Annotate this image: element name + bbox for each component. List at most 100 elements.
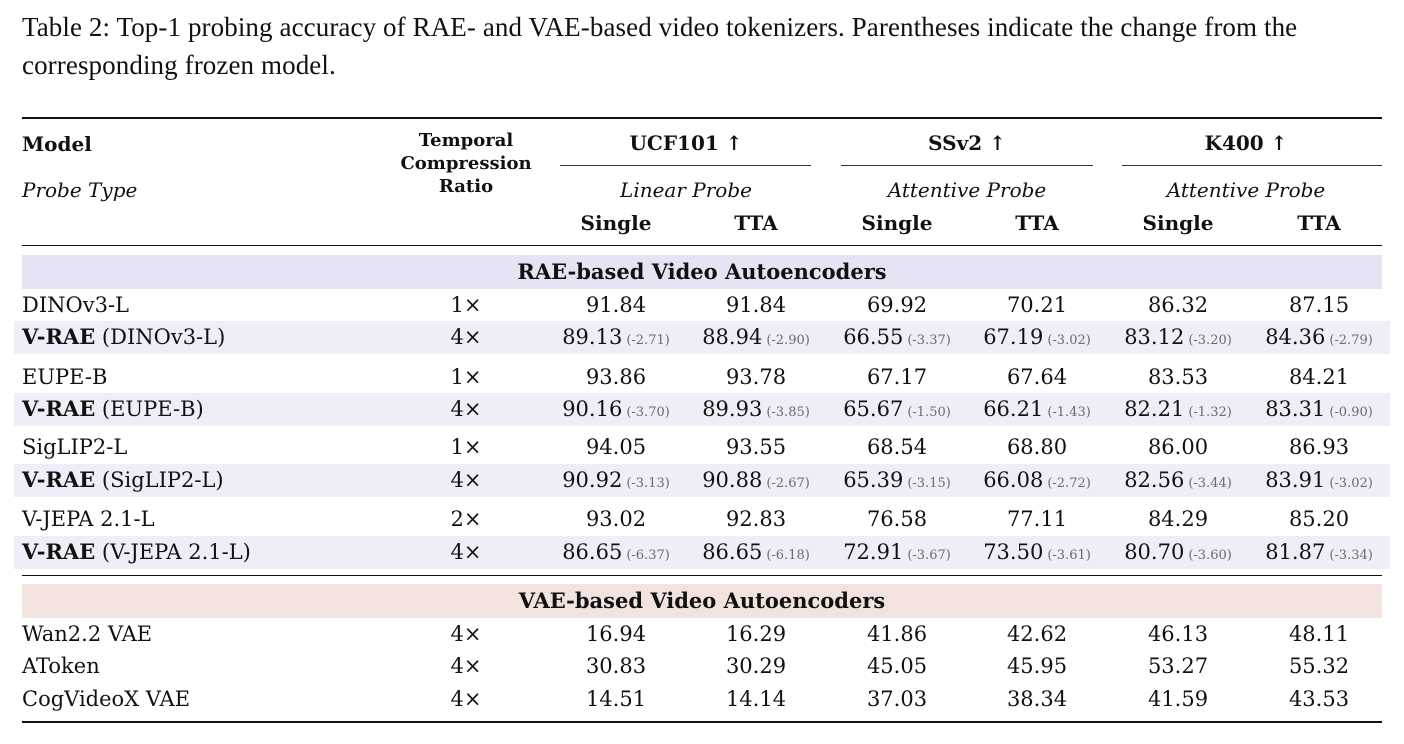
model-name-cell: Wan2.2 VAE (22, 618, 152, 650)
accuracy-delta: (-3.15) (907, 476, 951, 491)
accuracy-cell: 69.92 (867, 289, 927, 321)
accuracy-delta: (-6.18) (766, 548, 810, 563)
accuracy-delta: (-3.37) (907, 333, 951, 348)
compression-ratio-cell: 4× (450, 622, 482, 646)
accuracy-delta: (-3.13) (626, 476, 670, 491)
accuracy-value: 66.55 (843, 325, 904, 349)
accuracy-cell: 86.65 (-6.37) (562, 536, 670, 572)
tta-header-ucf101: TTA (734, 211, 778, 235)
accuracy-cell: 48.11 (1289, 618, 1349, 650)
row-highlight (14, 464, 1390, 497)
model-name-cell: AToken (22, 650, 100, 682)
accuracy-value: 91.84 (725, 293, 787, 317)
top-rule (22, 117, 1382, 119)
accuracy-value: 92.83 (725, 507, 787, 531)
accuracy-cell: 43.53 (1289, 683, 1349, 715)
ucf101-group-rule (560, 165, 811, 166)
accuracy-value: 90.88 (702, 468, 763, 492)
accuracy-value: 67.64 (1006, 365, 1068, 389)
accuracy-cell: 89.93 (-3.85) (702, 393, 810, 429)
ssv2-group-rule (841, 165, 1093, 166)
single-header-k400: Single (1142, 211, 1214, 235)
accuracy-value: 93.02 (585, 507, 647, 531)
model-name-cell: V-RAE (V-JEPA 2.1-L) (22, 536, 251, 568)
accuracy-cell: 93.86 (586, 361, 646, 393)
accuracy-delta: (-3.02) (1047, 333, 1091, 348)
compression-ratio-cell: 2× (450, 507, 482, 531)
accuracy-value: 43.53 (1288, 687, 1350, 711)
accuracy-cell: 65.67 (-1.50) (843, 393, 951, 429)
model-name: Wan2.2 VAE (22, 622, 153, 646)
section-header: RAE-based Video Autoencoders (22, 255, 1382, 289)
probe-type-header: Probe Type (22, 178, 138, 202)
compression-ratio-cell: 1× (450, 293, 482, 317)
accuracy-delta: (-3.85) (766, 405, 810, 420)
accuracy-cell: 66.55 (-3.37) (843, 321, 951, 357)
accuracy-cell: 30.29 (726, 650, 786, 682)
accuracy-value: 41.86 (866, 622, 928, 646)
k400-group-rule (1122, 165, 1382, 166)
accuracy-value: 66.21 (983, 397, 1044, 421)
accuracy-value: 37.03 (866, 687, 928, 711)
accuracy-cell: 73.50 (-3.61) (983, 536, 1091, 572)
accuracy-value: 30.29 (725, 654, 787, 678)
accuracy-value: 65.39 (843, 468, 904, 492)
accuracy-cell: 82.56 (-3.44) (1124, 464, 1232, 500)
accuracy-delta: (-3.61) (1047, 548, 1091, 563)
dataset-header-ssv2: SSv2 ↑ (928, 131, 1006, 155)
accuracy-cell: 90.88 (-2.67) (702, 464, 810, 500)
accuracy-delta: (-3.02) (1329, 476, 1373, 491)
accuracy-cell: 14.14 (726, 683, 786, 715)
accuracy-value: 86.93 (1288, 435, 1350, 459)
accuracy-value: 30.83 (585, 654, 647, 678)
probe-ssv2: Attentive Probe (887, 178, 1047, 202)
accuracy-delta: (-1.50) (907, 405, 951, 420)
accuracy-value: 86.32 (1147, 293, 1209, 317)
compression-ratio-cell: 4× (450, 540, 482, 564)
tcr-header-line-2: Compression (400, 153, 532, 174)
accuracy-cell: 41.59 (1148, 683, 1208, 715)
header-bottom-rule (22, 245, 1382, 246)
accuracy-cell: 16.94 (586, 618, 646, 650)
accuracy-cell: 72.91 (-3.67) (843, 536, 951, 572)
accuracy-value: 77.11 (1006, 507, 1068, 531)
dataset-header-k400: K400 ↑ (1204, 131, 1288, 155)
accuracy-cell: 88.94 (-2.90) (702, 321, 810, 357)
accuracy-value: 80.70 (1124, 540, 1185, 564)
section-divider-rule (22, 575, 1382, 576)
row-highlight (14, 393, 1390, 426)
accuracy-cell: 93.78 (726, 361, 786, 393)
accuracy-value: 69.92 (866, 293, 928, 317)
accuracy-value: 16.94 (585, 622, 647, 646)
accuracy-cell: 37.03 (867, 683, 927, 715)
model-name: AToken (22, 654, 100, 678)
accuracy-cell: 77.11 (1007, 503, 1067, 535)
accuracy-cell: 84.29 (1148, 503, 1208, 535)
accuracy-value: 84.29 (1147, 507, 1209, 531)
accuracy-delta: (-2.67) (766, 476, 810, 491)
accuracy-value: 87.15 (1288, 293, 1350, 317)
accuracy-cell: 83.12 (-3.20) (1124, 321, 1232, 357)
model-name-bold: V-RAE (22, 324, 96, 349)
accuracy-cell: 82.21 (-1.32) (1124, 393, 1232, 429)
accuracy-cell: 30.83 (586, 650, 646, 682)
accuracy-value: 82.56 (1124, 468, 1185, 492)
accuracy-cell: 85.20 (1289, 503, 1349, 535)
row-highlight (14, 321, 1390, 354)
accuracy-cell: 86.65 (-6.18) (702, 536, 810, 572)
compression-ratio-cell: 1× (450, 435, 482, 459)
accuracy-value: 14.14 (725, 687, 787, 711)
accuracy-delta: (-2.90) (766, 333, 810, 348)
accuracy-cell: 93.02 (586, 503, 646, 535)
accuracy-cell: 89.13 (-2.71) (562, 321, 670, 357)
accuracy-value: 83.12 (1124, 325, 1185, 349)
accuracy-cell: 38.34 (1007, 683, 1067, 715)
probe-k400: Attentive Probe (1166, 178, 1326, 202)
single-header-ucf101: Single (580, 211, 652, 235)
model-name-bold: V-RAE (22, 539, 96, 564)
accuracy-value: 89.13 (562, 325, 623, 349)
accuracy-cell: 76.58 (867, 503, 927, 535)
accuracy-value: 53.27 (1147, 654, 1209, 678)
model-name-cell: V-RAE (EUPE-B) (22, 393, 204, 425)
accuracy-cell: 45.05 (867, 650, 927, 682)
